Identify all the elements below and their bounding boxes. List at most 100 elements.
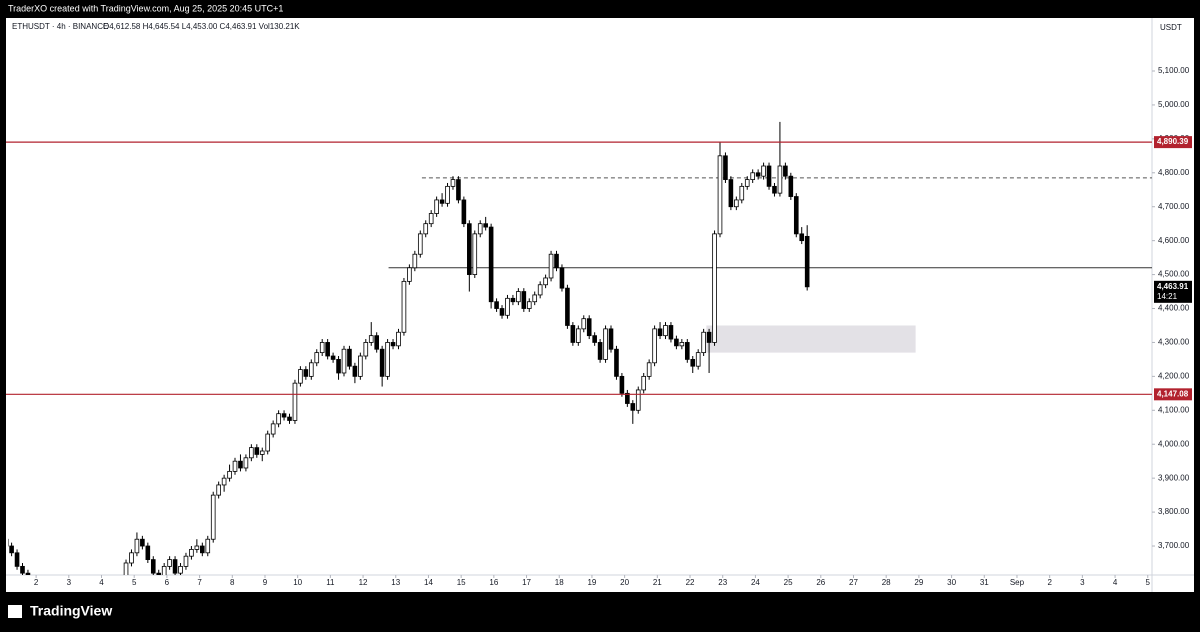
candle-body — [646, 362, 652, 377]
candle-body — [505, 297, 510, 316]
candle-body — [761, 165, 766, 177]
candle-body — [417, 233, 423, 255]
candle-body — [461, 199, 467, 225]
candle-body — [788, 175, 794, 197]
x-tick-label: 6 — [165, 578, 170, 587]
logo-mark — [8, 605, 22, 618]
candle-body — [25, 572, 31, 575]
candle-body — [608, 328, 614, 350]
candle-body — [303, 369, 309, 377]
candle-body — [249, 447, 254, 459]
x-tick-label: 19 — [587, 578, 596, 587]
candle-body — [428, 213, 434, 225]
candle-body — [390, 342, 396, 347]
candle-body — [652, 328, 657, 364]
x-tick-label: 27 — [849, 578, 858, 587]
y-tick-label: 5,000.00 — [1158, 100, 1190, 109]
candle-body — [674, 338, 679, 347]
x-tick-label: 25 — [784, 578, 793, 587]
candle-body — [630, 403, 636, 411]
y-tick-label: 3,900.00 — [1158, 473, 1190, 482]
x-tick-label: 5 — [132, 578, 137, 587]
x-tick-label: 24 — [751, 578, 760, 587]
candle-body — [510, 297, 516, 303]
candle-body — [145, 545, 151, 560]
header-bar — [0, 0, 1200, 18]
x-tick-label: 10 — [293, 578, 302, 587]
candle-body — [210, 494, 216, 540]
candle-body — [156, 572, 162, 575]
x-tick-label: 4 — [99, 578, 104, 587]
candle-body — [232, 460, 238, 472]
candle-body — [352, 365, 358, 377]
x-tick-label: 18 — [555, 578, 564, 587]
y-tick-label: 4,200.00 — [1158, 371, 1190, 380]
candle-body — [281, 413, 287, 418]
chart-area — [6, 18, 1194, 592]
candle-body — [581, 318, 587, 330]
symbol: ETHUSDT · 4h · BINANCE — [12, 22, 108, 31]
x-tick-label: 9 — [263, 578, 268, 587]
brand: TradingView — [30, 603, 112, 619]
candle-body — [194, 545, 200, 550]
x-tick-label: 13 — [391, 578, 400, 587]
candle-body — [526, 301, 532, 309]
ohlc-legend: O4,612.58 H4,645.54 L4,453.00 C4,463.91 … — [103, 22, 300, 31]
y-tick-label: 4,600.00 — [1158, 236, 1190, 245]
candle-body — [308, 362, 314, 377]
candle-body — [134, 538, 140, 554]
candle-body — [657, 328, 663, 337]
candle-body — [641, 375, 647, 391]
candle-body — [330, 355, 336, 360]
candle-body — [559, 267, 565, 289]
x-tick-label: 7 — [197, 578, 202, 587]
x-tick-label: 31 — [980, 578, 989, 587]
candle-body — [221, 477, 227, 486]
candle-body — [9, 545, 14, 554]
candle-body — [663, 325, 668, 337]
candle-body — [401, 280, 407, 333]
candle-body — [374, 335, 379, 350]
x-tick-label: 2 — [1047, 578, 1052, 587]
candle-body — [292, 382, 298, 421]
candle-body — [744, 179, 750, 187]
x-tick-label: 26 — [816, 578, 825, 587]
candle-body — [270, 423, 276, 435]
candle-body — [450, 179, 456, 187]
x-tick-label: 21 — [653, 578, 662, 587]
candle-body — [8, 538, 9, 547]
candle-body — [396, 331, 401, 347]
candle-body — [336, 359, 341, 374]
candle-body — [216, 484, 221, 496]
x-tick-label: 15 — [457, 578, 466, 587]
candle-body — [625, 392, 630, 404]
y-tick-label: 3,800.00 — [1158, 507, 1190, 516]
candle-body — [363, 342, 369, 357]
candle-body — [407, 267, 412, 282]
y-tick-label: 4,300.00 — [1158, 338, 1190, 347]
candle-body — [238, 460, 243, 469]
candle-body — [783, 165, 788, 177]
y-tick-label: 4,000.00 — [1158, 439, 1190, 448]
candle-body — [167, 559, 172, 567]
candle-body — [172, 559, 178, 574]
candle-body — [298, 369, 303, 384]
x-tick-label: 22 — [686, 578, 695, 587]
candle-body — [439, 199, 445, 204]
candle-body — [777, 165, 783, 194]
candle-body — [679, 342, 685, 347]
candle-body — [14, 552, 20, 567]
candle-body — [739, 185, 745, 201]
candle-body — [319, 342, 325, 354]
x-tick-label: 3 — [1080, 578, 1085, 587]
x-tick-label: 28 — [882, 578, 891, 587]
level-label-bg — [1154, 136, 1192, 149]
candle-body — [548, 253, 554, 279]
candle-body — [668, 325, 674, 340]
price-label-bg — [1154, 280, 1192, 303]
candle-body — [619, 375, 625, 394]
candle-body — [358, 355, 363, 377]
candle-body — [755, 172, 761, 177]
